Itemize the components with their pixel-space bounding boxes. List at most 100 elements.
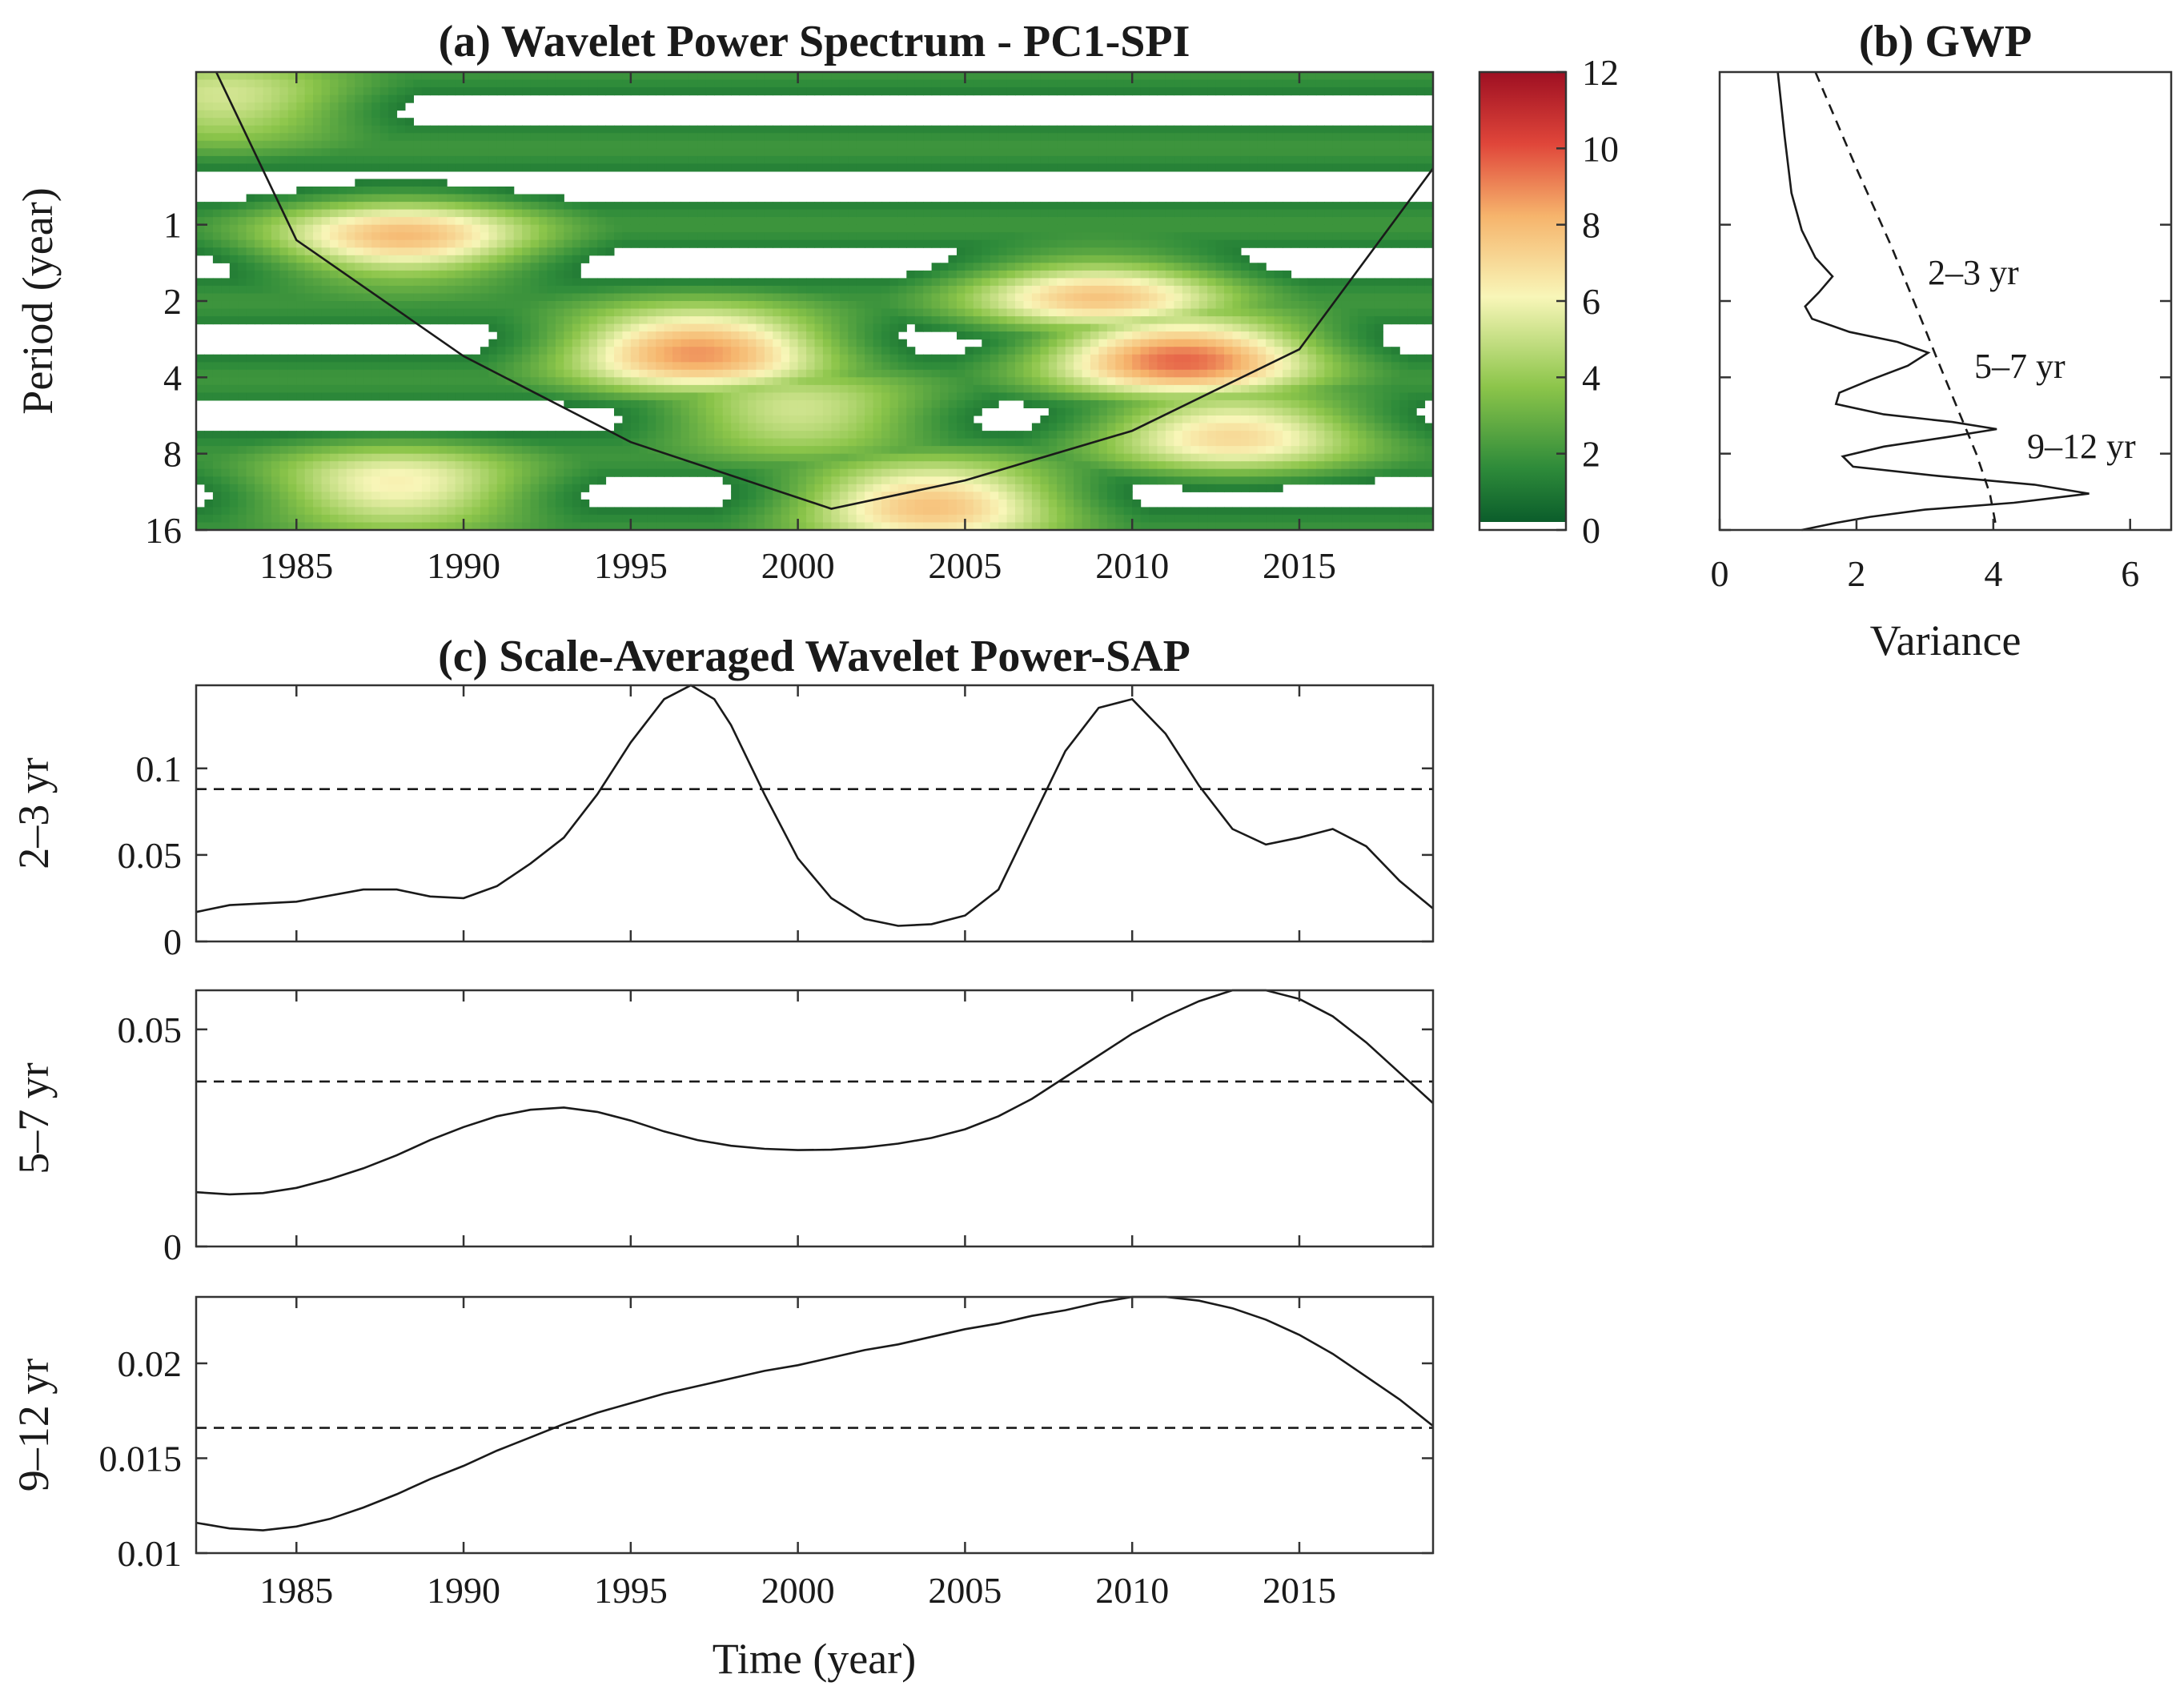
heatmap-cell <box>421 377 431 386</box>
heatmap-cell <box>580 140 590 149</box>
heatmap-cell <box>338 354 347 363</box>
heatmap-cell <box>505 339 515 347</box>
heatmap-cell <box>1031 484 1041 492</box>
heatmap-cell <box>438 187 448 195</box>
heatmap-cell <box>756 446 765 455</box>
heatmap-cell <box>388 110 398 118</box>
heatmap-cell <box>957 217 966 226</box>
heatmap-cell <box>1015 323 1024 332</box>
heatmap-cell <box>839 285 849 294</box>
heatmap-cell <box>513 507 523 516</box>
heatmap-cell <box>472 431 481 440</box>
heatmap-cell <box>865 507 874 516</box>
heatmap-cell <box>388 148 398 157</box>
heatmap-cell <box>279 492 289 500</box>
heatmap-cell <box>1023 316 1033 325</box>
heatmap-cell <box>279 369 289 378</box>
heatmap-cell <box>480 278 489 287</box>
heatmap-cell <box>330 94 339 103</box>
heatmap-cell <box>229 125 239 134</box>
heatmap-cell <box>773 392 782 401</box>
heatmap-cell <box>246 194 255 203</box>
heatmap-cell <box>321 285 331 294</box>
heatmap-cell <box>990 255 999 263</box>
heatmap-cell <box>555 217 564 226</box>
heatmap-cell <box>221 224 231 233</box>
heatmap-cell <box>588 369 598 378</box>
heatmap-cell <box>848 369 857 378</box>
heatmap-cell <box>279 431 289 440</box>
heatmap-cell <box>764 514 773 523</box>
heatmap-cell <box>379 446 389 455</box>
heatmap-cell <box>722 285 732 294</box>
heatmap-cell <box>931 155 941 164</box>
heatmap-cell <box>405 369 414 378</box>
heatmap-cell <box>773 79 782 88</box>
heatmap-cell <box>338 118 347 126</box>
heatmap-cell <box>371 102 381 111</box>
heatmap-cell <box>914 507 924 516</box>
heatmap-cell <box>229 461 239 470</box>
heatmap-cell <box>321 224 331 233</box>
heatmap-cell <box>622 522 632 530</box>
heatmap-cell <box>806 384 816 393</box>
heatmap-cell <box>438 148 448 157</box>
heatmap-cell <box>513 461 523 470</box>
heatmap-cell <box>421 492 431 500</box>
heatmap-cell <box>839 354 849 363</box>
heatmap-cell <box>338 194 347 203</box>
heatmap-cell <box>1040 415 1050 424</box>
heatmap-cell <box>647 163 656 172</box>
heatmap-cell <box>229 247 239 256</box>
heatmap-cell <box>547 278 556 287</box>
heatmap-cell <box>421 507 431 516</box>
heatmap-cell <box>396 125 406 134</box>
heatmap-cell <box>957 140 966 149</box>
heatmap-cell <box>421 431 431 440</box>
heatmap-cell <box>539 339 548 347</box>
heatmap-cell <box>781 308 790 317</box>
heatmap-cell <box>622 217 632 226</box>
heatmap-cell <box>940 202 949 211</box>
heatmap-cell <box>405 94 414 103</box>
heatmap-cell <box>572 461 581 470</box>
heatmap-cell <box>1057 331 1066 340</box>
heatmap-cell <box>931 438 941 447</box>
heatmap-cell <box>413 461 423 470</box>
heatmap-cell <box>564 347 573 355</box>
heatmap-cell <box>1065 285 1074 294</box>
heatmap-cell <box>731 331 741 340</box>
heatmap-cell <box>196 507 205 516</box>
heatmap-cell <box>739 392 749 401</box>
heatmap-cell <box>948 499 958 508</box>
heatmap-cell <box>513 492 523 500</box>
heatmap-cell <box>330 369 339 378</box>
heatmap-cell <box>889 323 899 332</box>
heatmap-cell <box>555 133 564 142</box>
heatmap-cell <box>597 148 607 157</box>
heatmap-cell <box>505 453 515 462</box>
heatmap-cell <box>204 293 214 302</box>
heatmap-cell <box>263 354 272 363</box>
heatmap-cell <box>464 255 473 263</box>
heatmap-cell <box>664 369 673 378</box>
heatmap-cell <box>714 446 724 455</box>
heatmap-cell <box>204 514 214 523</box>
heatmap-cell <box>1065 270 1074 279</box>
heatmap-cell <box>447 232 456 241</box>
heatmap-cell <box>1065 339 1074 347</box>
heatmap-cell <box>940 263 949 271</box>
heatmap-cell <box>472 476 481 485</box>
heatmap-cell <box>539 194 548 203</box>
heatmap-cell <box>831 87 841 96</box>
wavelet-power-contours <box>196 72 1433 530</box>
heatmap-cell <box>756 125 765 134</box>
heatmap-cell <box>806 461 816 470</box>
heatmap-cell <box>789 140 799 149</box>
heatmap-cell <box>1031 476 1041 485</box>
heatmap-cell <box>1040 278 1050 287</box>
heatmap-cell <box>873 331 882 340</box>
heatmap-cell <box>605 323 615 332</box>
heatmap-cell <box>656 438 665 447</box>
heatmap-cell <box>355 118 364 126</box>
